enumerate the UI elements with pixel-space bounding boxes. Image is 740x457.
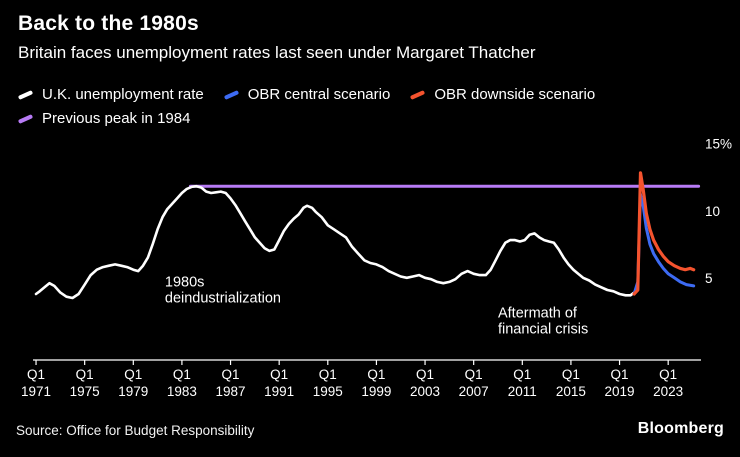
- legend-item-obr-central: OBR central scenario: [223, 86, 391, 103]
- legend-line-icon: [17, 89, 34, 100]
- legend-label: OBR central scenario: [247, 86, 391, 103]
- x-tick-year-label: 1983: [167, 384, 197, 399]
- x-tick-year-label: 1995: [313, 384, 343, 399]
- chart-header: Back to the 1980s Britain faces unemploy…: [18, 12, 536, 63]
- legend-label: Previous peak in 1984: [42, 110, 191, 127]
- legend-label: OBR downside scenario: [434, 86, 596, 103]
- legend-line-icon: [223, 89, 239, 100]
- x-tick-year-label: 1971: [21, 384, 51, 399]
- x-tick-quarter-label: Q1: [465, 367, 483, 382]
- x-tick-quarter-label: Q1: [562, 367, 580, 382]
- x-tick-quarter-label: Q1: [76, 367, 94, 382]
- x-tick-year-label: 1991: [264, 384, 294, 399]
- x-tick-quarter-label: Q1: [319, 367, 337, 382]
- legend-item-previous-peak: Previous peak in 1984: [17, 110, 191, 127]
- x-tick-quarter-label: Q1: [124, 367, 142, 382]
- chart-title: Back to the 1980s: [18, 12, 199, 35]
- x-tick-year-label: 1999: [361, 384, 391, 399]
- x-tick-year-label: 2019: [605, 384, 635, 399]
- legend-item-obr-downside: OBR downside scenario: [410, 86, 595, 103]
- x-tick-year-label: 1987: [216, 384, 246, 399]
- x-tick-year-label: 2011: [508, 384, 537, 399]
- legend-row: Previous peak in 1984: [17, 110, 615, 127]
- y-tick-label: 5: [705, 271, 713, 286]
- y-tick-label: 10: [705, 204, 720, 219]
- x-tick-year-label: 1979: [118, 384, 148, 399]
- series-obr-downside-scenario: [632, 171, 696, 296]
- x-tick-year-label: 2015: [556, 384, 586, 399]
- legend-row: U.K. unemployment rate OBR central scena…: [17, 86, 615, 103]
- x-tick-year-label: 2003: [410, 384, 440, 399]
- x-tick-quarter-label: Q1: [270, 367, 288, 382]
- x-tick-year-label: 2007: [459, 384, 489, 399]
- x-tick-quarter-label: Q1: [513, 367, 531, 382]
- legend-label: U.K. unemployment rate: [42, 86, 204, 103]
- x-tick-quarter-label: Q1: [611, 367, 629, 382]
- chart-annotation: 1980s deindustrialization: [165, 275, 281, 307]
- series-uk-unemployment-rate: [34, 184, 636, 300]
- x-tick-quarter-label: Q1: [27, 367, 45, 382]
- x-tick-quarter-label: Q1: [416, 367, 434, 382]
- legend-item-uk-unemployment: U.K. unemployment rate: [17, 86, 204, 103]
- legend-line-icon: [17, 113, 34, 124]
- x-tick-quarter-label: Q1: [222, 367, 240, 382]
- legend-line-icon: [410, 89, 426, 100]
- series-obr-central-scenario: [632, 192, 696, 296]
- x-tick-year-label: 2023: [653, 384, 683, 399]
- x-tick-year-label: 1975: [70, 384, 100, 399]
- y-tick-label: 15%: [705, 136, 732, 151]
- x-tick-quarter-label: Q1: [659, 367, 677, 382]
- source-note: Source: Office for Budget Responsibility: [16, 423, 255, 438]
- chart-annotation: Aftermath of financial crisis: [498, 306, 588, 338]
- chart-subtitle: Britain faces unemployment rates last se…: [18, 43, 536, 62]
- x-tick-quarter-label: Q1: [367, 367, 385, 382]
- x-tick-quarter-label: Q1: [173, 367, 191, 382]
- chart-legend: U.K. unemployment rate OBR central scena…: [17, 86, 615, 134]
- bloomberg-logo: Bloomberg: [637, 420, 724, 437]
